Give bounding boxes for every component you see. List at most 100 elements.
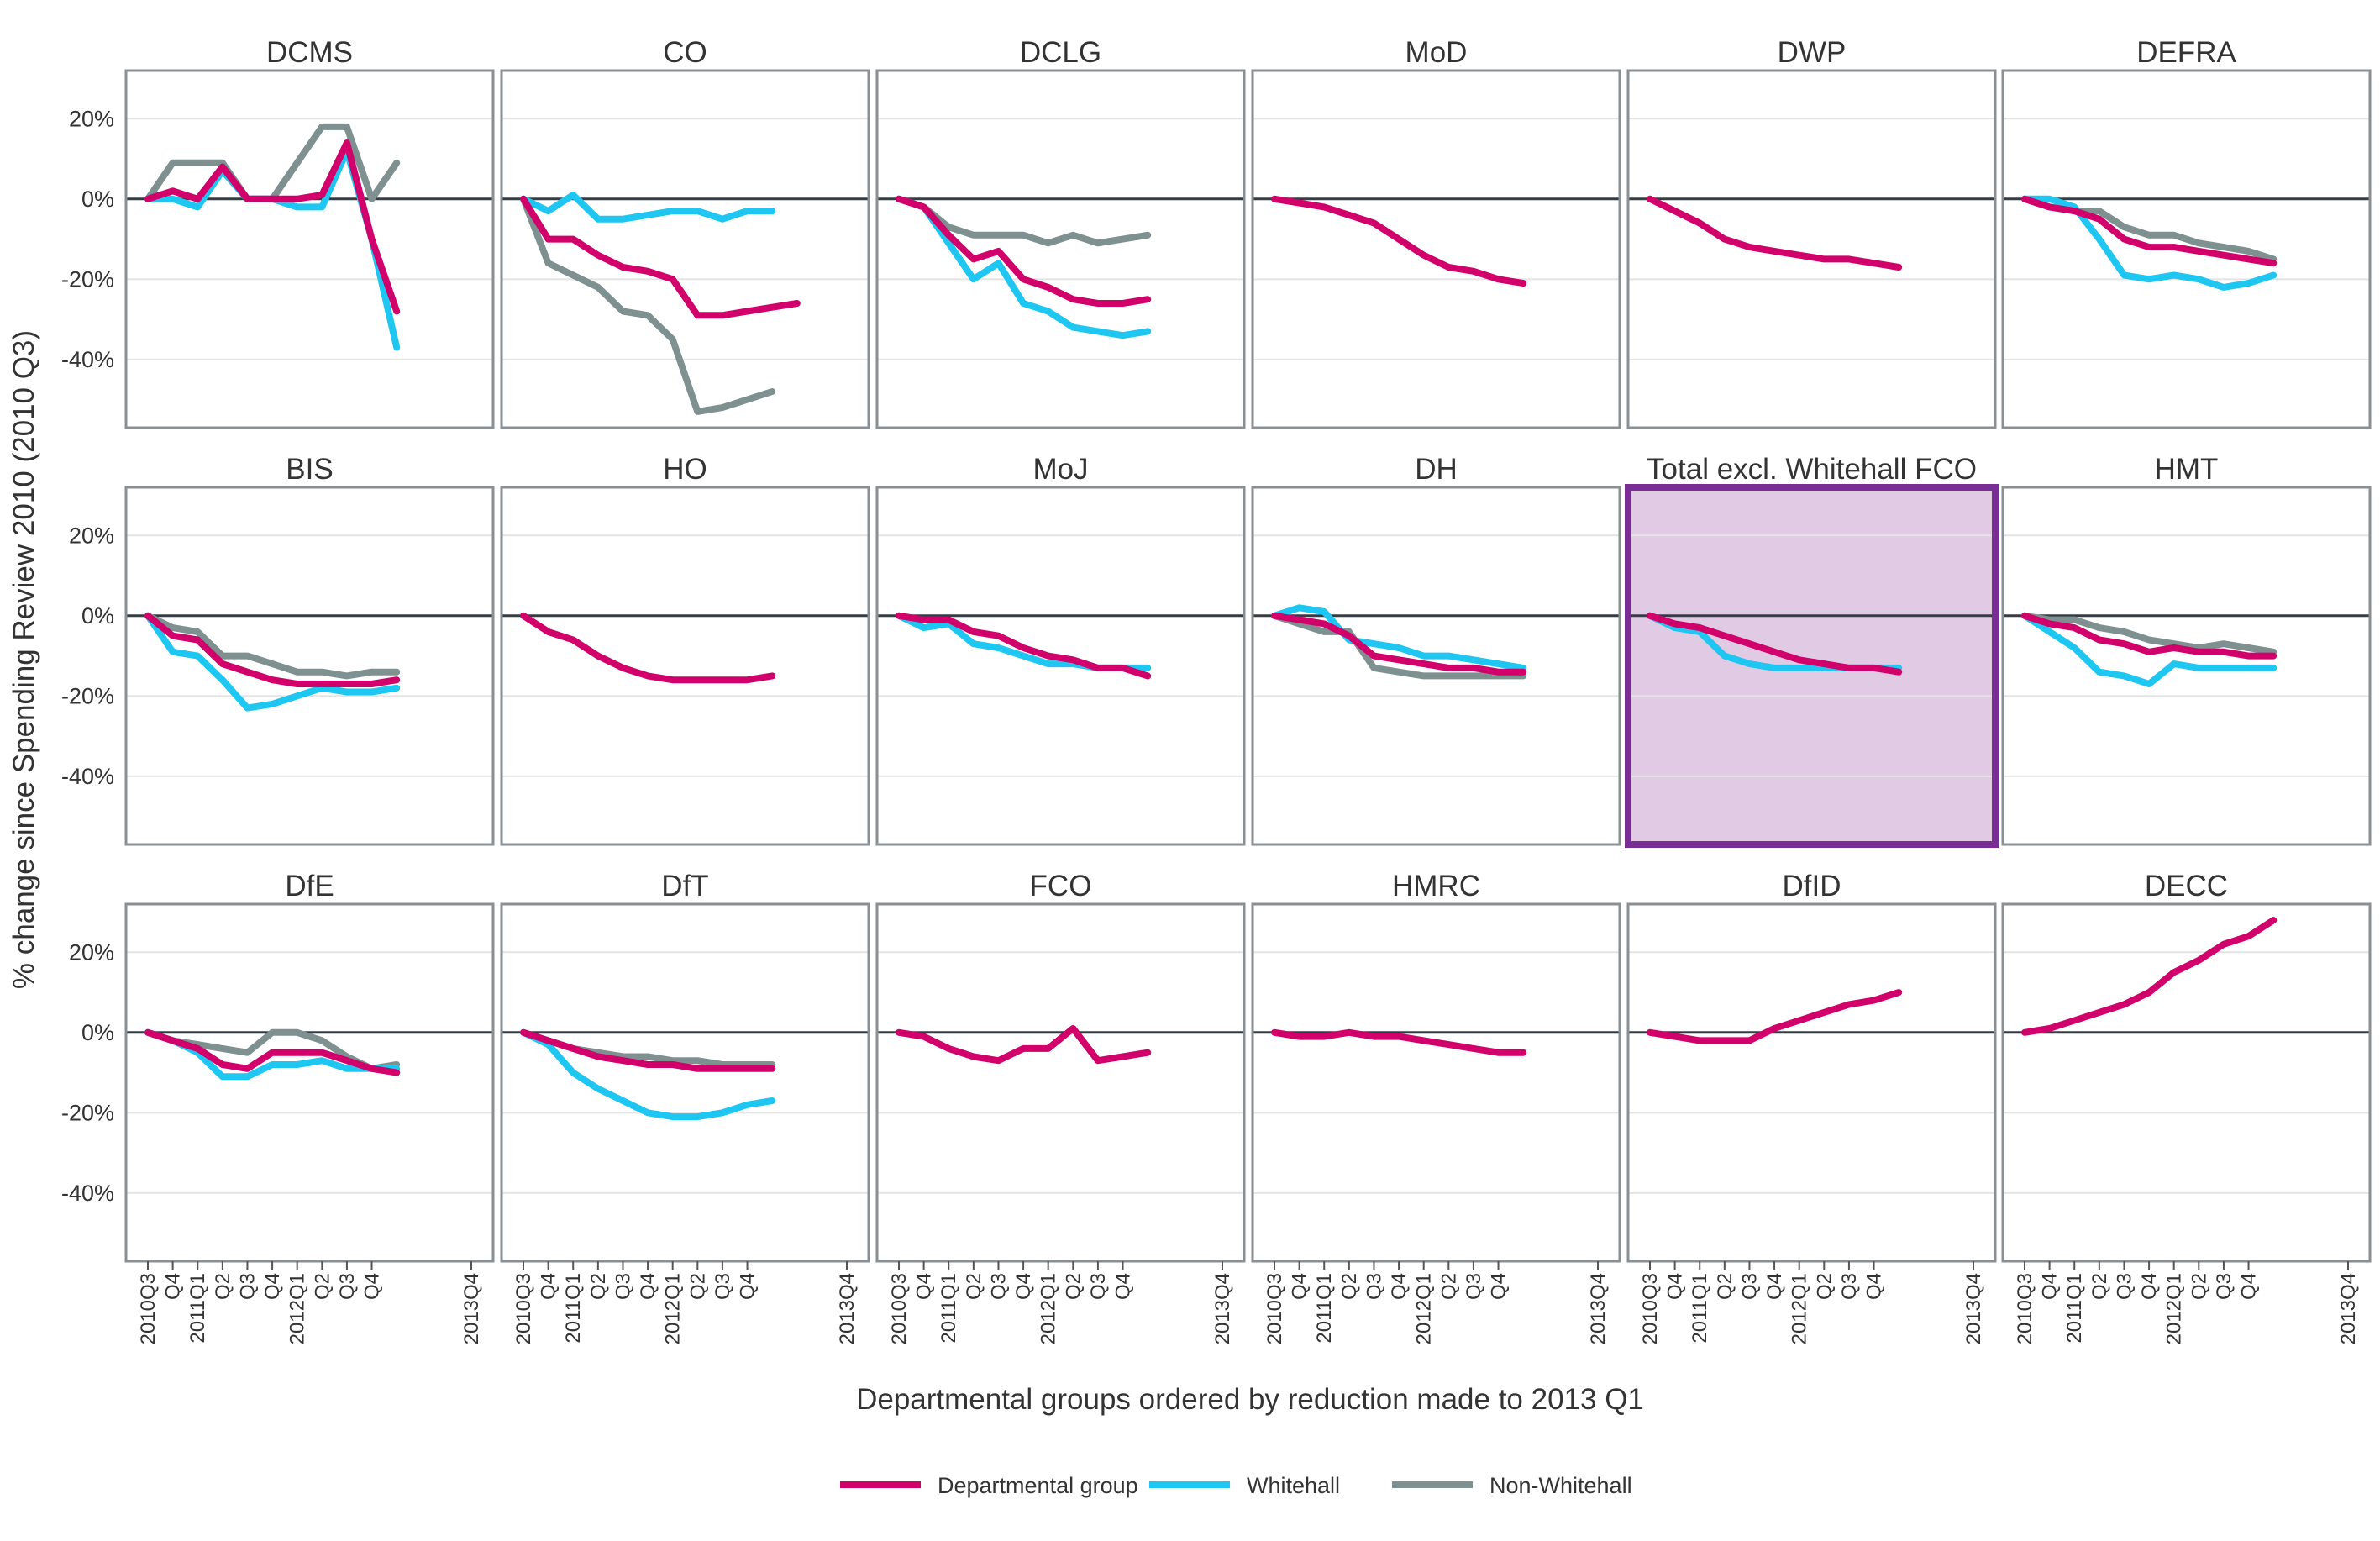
panels-layer: DCMS 20% 0% -20% -40% CO DCLG MoD DWP DEFRA BIS 20%… — [61, 36, 2372, 1344]
panel-title: FCO — [1030, 870, 1092, 902]
departmental-group-line — [144, 139, 401, 315]
panel-border — [500, 69, 870, 429]
x-tick-label: 2011Q1 — [2063, 1273, 2086, 1344]
x-tick-label: Q2 — [2188, 1273, 2210, 1300]
panel-background — [1628, 71, 1995, 428]
departmental-group-line — [1647, 612, 1903, 676]
departmental-group-line — [896, 1025, 1152, 1065]
panel-title: DEFRA — [2136, 36, 2236, 69]
x-tick-label: Q4 — [1012, 1273, 1035, 1300]
panel-title: BIS — [286, 453, 333, 486]
x-tick-label: 2013Q4 — [1587, 1273, 1610, 1344]
y-tick-label: -20% — [61, 683, 114, 708]
x-tick-label: Q4 — [538, 1273, 560, 1300]
panel-border — [875, 486, 1246, 846]
x-tick-label: Q2 — [1338, 1273, 1361, 1300]
panel-title: DfID — [1783, 870, 1841, 902]
x-tick-label: Q4 — [913, 1273, 936, 1300]
non-whitehall-line — [520, 195, 776, 415]
legend: Departmental group Whitehall Non-Whitehall — [840, 1473, 1632, 1498]
x-tick-label: Q2 — [1062, 1273, 1085, 1300]
x-tick-label: Q3 — [612, 1273, 635, 1300]
panel: BIS 20% 0% -20% -40% — [61, 453, 495, 846]
legend-item: Departmental group — [840, 1473, 1138, 1498]
y-tick-label: -40% — [61, 347, 114, 372]
departmental-group-line — [1271, 1028, 1527, 1056]
x-tick-label: 2011Q1 — [938, 1273, 960, 1344]
non-whitehall-line — [2021, 612, 2278, 655]
non-whitehall-line — [144, 612, 401, 680]
x-tick-label: Q4 — [1488, 1273, 1510, 1300]
departmental-group-line — [520, 1028, 776, 1072]
x-tick-label: 2013Q4 — [836, 1273, 859, 1344]
y-tick-label: 20% — [69, 523, 114, 548]
x-tick-label: Q3 — [1087, 1273, 1110, 1300]
x-tick-label: 2010Q3 — [2014, 1273, 2036, 1344]
departmental-group-line — [896, 195, 1152, 307]
x-tick-label: Q3 — [988, 1273, 1011, 1300]
y-tick-label: 20% — [69, 106, 114, 131]
x-tick-label: 2011Q1 — [187, 1273, 209, 1344]
panel-background — [1628, 904, 1995, 1261]
x-tick-label: Q2 — [1714, 1273, 1736, 1300]
departmental-group-line — [520, 612, 776, 684]
panel: HO — [500, 453, 870, 846]
x-tick-label: Q2 — [963, 1273, 985, 1300]
panel-title: DfE — [285, 870, 334, 902]
panel-border — [875, 69, 1246, 429]
x-tick-label: Q4 — [361, 1273, 384, 1300]
departmental-group-line — [1271, 612, 1527, 676]
panel-border — [1251, 902, 1621, 1263]
panel-title: DCMS — [266, 36, 353, 69]
departmental-group-line — [520, 195, 801, 319]
non-whitehall-line — [1271, 612, 1527, 680]
panel-background — [502, 487, 869, 844]
panel-title: HMRC — [1392, 870, 1480, 902]
departmental-group-line — [1647, 989, 1903, 1044]
x-tick-label: 2012Q1 — [1413, 1273, 1436, 1344]
panel-background — [126, 904, 493, 1261]
x-tick-label: Q3 — [1838, 1273, 1861, 1300]
whitehall-line — [896, 195, 1152, 339]
panel-title: DECC — [2145, 870, 2228, 902]
departmental-group-line — [144, 612, 401, 687]
panel-title: DWP — [1778, 36, 1847, 69]
x-tick-label: Q2 — [311, 1273, 334, 1300]
legend-label: Departmental group — [938, 1473, 1138, 1498]
panel: CO — [500, 36, 870, 429]
y-tick-label: 0% — [81, 187, 114, 212]
panel-border — [1626, 902, 1997, 1263]
x-tick-label: Q4 — [1863, 1273, 1886, 1300]
x-tick-label: 2010Q3 — [137, 1273, 160, 1344]
departmental-group-line — [2021, 195, 2278, 267]
whitehall-line — [2021, 195, 2278, 291]
panel: Total excl. Whitehall FCO — [1625, 453, 1999, 848]
x-tick-label: Q3 — [1363, 1273, 1386, 1300]
panel-border — [1626, 69, 1997, 429]
x-tick-label: Q3 — [2213, 1273, 2236, 1300]
x-tick-label: Q2 — [212, 1273, 234, 1300]
panel: DWP — [1626, 36, 1997, 429]
panel-title: DfT — [661, 870, 708, 902]
y-tick-label: -40% — [61, 1181, 114, 1206]
x-tick-label: 2013Q4 — [460, 1273, 483, 1344]
x-tick-label: Q2 — [686, 1273, 709, 1300]
x-tick-label: Q4 — [2238, 1273, 2261, 1300]
panel-border — [2001, 486, 2372, 846]
panel-background — [502, 904, 869, 1261]
panel-border — [124, 69, 495, 429]
panel-background — [877, 71, 1244, 428]
panel-background — [1253, 71, 1620, 428]
y-axis-title: % change since Spending Review 2010 (201… — [8, 330, 40, 989]
panel: HMT — [2001, 453, 2372, 846]
y-tick-label: -20% — [61, 266, 114, 292]
x-tick-label: 2011Q1 — [1313, 1273, 1336, 1344]
x-tick-label: 2010Q3 — [1639, 1273, 1662, 1344]
x-tick-label: Q4 — [1289, 1273, 1311, 1300]
panel-border — [124, 902, 495, 1263]
panel-border — [500, 902, 870, 1263]
x-tick-label: 2012Q1 — [1789, 1273, 1811, 1344]
panel-background — [126, 71, 493, 428]
